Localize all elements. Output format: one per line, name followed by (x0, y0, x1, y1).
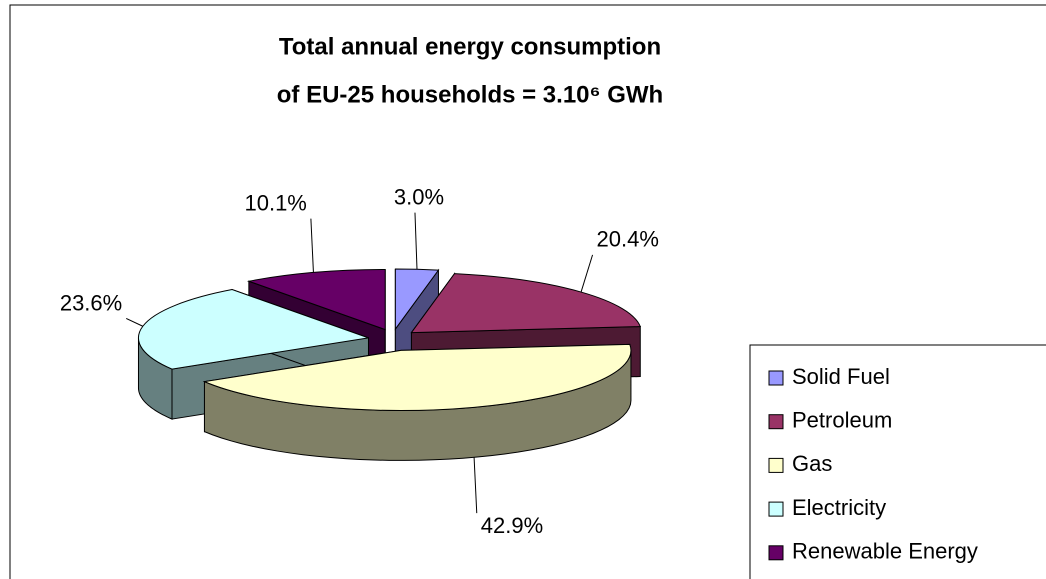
data-label: 23.6% (60, 290, 122, 315)
slice-top (137, 289, 369, 370)
legend-swatch (768, 370, 784, 386)
legend-label: Electricity (792, 495, 886, 520)
data-label: 42.9% (481, 513, 543, 538)
leader-line (580, 254, 594, 293)
chart-subtitle: of EU-25 households = 3.10⁶ GWh (277, 81, 663, 108)
slice-top (202, 343, 632, 411)
legend-swatch (768, 545, 784, 561)
slice-top (394, 268, 440, 331)
legend-box (749, 344, 1046, 579)
legend-swatch (768, 414, 784, 430)
data-label: 20.4% (597, 227, 659, 252)
legend-label: Petroleum (792, 408, 892, 433)
legend-label: Solid Fuel (792, 364, 890, 389)
pie (137, 268, 642, 461)
legend-swatch (768, 501, 784, 517)
legend-label: Renewable Energy (792, 539, 978, 564)
data-label: 10.1% (244, 190, 306, 215)
leader-line (126, 317, 144, 327)
slice (202, 343, 632, 461)
data-label: 3.0% (394, 184, 444, 209)
leader-line (310, 218, 314, 273)
slice-top (246, 269, 386, 331)
leader-line (473, 457, 478, 514)
legend-label: Gas (792, 451, 832, 476)
leader-line (414, 212, 418, 270)
chart-title: Total annual energy consumption (279, 33, 661, 60)
legend-swatch (768, 457, 784, 473)
